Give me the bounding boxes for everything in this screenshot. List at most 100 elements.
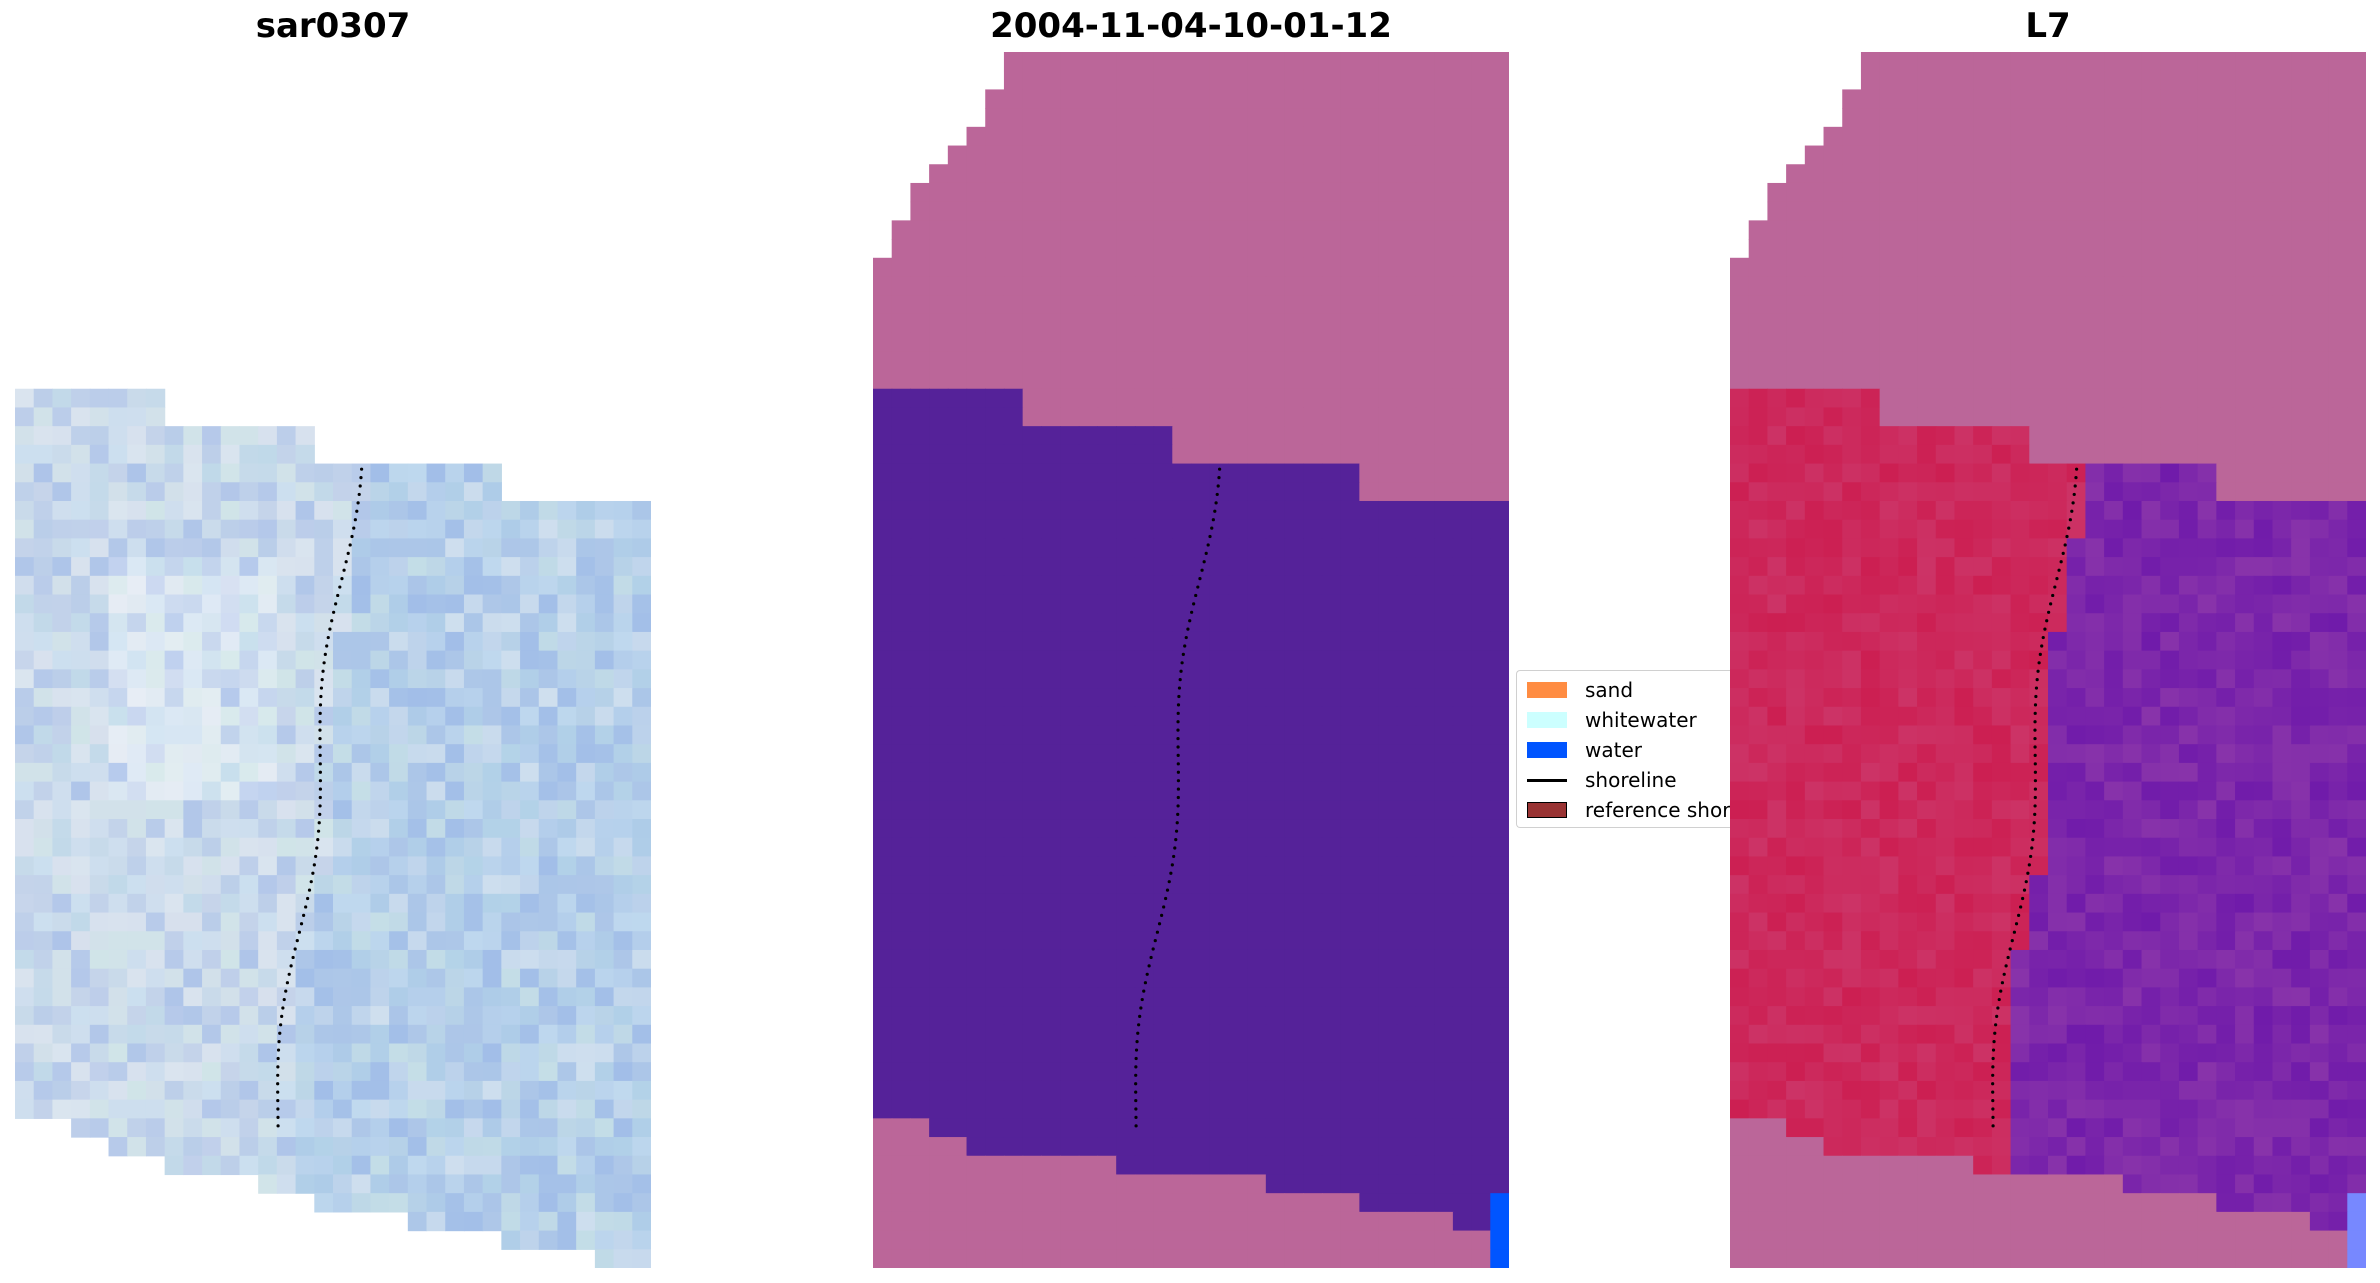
pixel-cell	[1898, 182, 1918, 203]
pixel-cell	[910, 444, 930, 465]
pixel-cell	[276, 1062, 297, 1082]
pixel-cell	[164, 1155, 184, 1176]
pixel-cell	[1748, 744, 1769, 764]
pixel-cell	[910, 1118, 930, 1138]
pixel-cell	[1191, 276, 1211, 296]
pixel-cell	[1284, 613, 1304, 633]
pixel-cell	[1228, 500, 1248, 521]
pixel-cell	[1172, 669, 1192, 689]
pixel-cell	[1078, 1024, 1099, 1045]
pixel-cell	[2253, 295, 2274, 315]
pixel-cell	[2048, 500, 2068, 521]
pixel-cell	[1452, 631, 1473, 652]
shoreline-point	[1176, 762, 1180, 766]
pixel-cell	[333, 482, 353, 502]
pixel-cell	[220, 444, 241, 465]
pixel-cell	[891, 444, 912, 465]
pixel-cell	[1078, 276, 1099, 296]
pixel-cell	[1378, 669, 1398, 689]
pixel-cell	[1209, 1193, 1230, 1213]
pixel-cell	[1003, 706, 1024, 727]
pixel-cell	[1340, 762, 1360, 783]
pixel-cell	[1209, 613, 1230, 633]
pixel-cell	[1097, 1193, 1117, 1213]
pixel-cell	[2253, 650, 2274, 670]
pixel-cell	[1060, 949, 1080, 970]
pixel-cell	[1191, 332, 1211, 352]
pixel-cell	[1396, 819, 1417, 839]
pixel-cell	[1415, 594, 1435, 614]
pixel-cell	[183, 613, 203, 633]
pixel-cell	[2085, 407, 2105, 427]
pixel-cell	[1359, 949, 1379, 970]
pixel-cell	[1471, 856, 1491, 876]
pixel-cell	[2328, 519, 2348, 539]
pixel-cell	[2085, 126, 2105, 147]
pixel-cell	[1730, 631, 1750, 652]
pixel-cell	[52, 1099, 72, 1119]
pixel-cell	[1284, 1080, 1304, 1101]
pixel-cell	[1452, 276, 1473, 296]
pixel-cell	[2253, 239, 2274, 259]
pixel-cell	[2085, 145, 2105, 165]
pixel-cell	[1917, 594, 1937, 614]
pixel-cell	[2010, 650, 2030, 670]
pixel-cell	[1172, 725, 1192, 745]
shoreline-point	[318, 762, 322, 766]
pixel-cell	[520, 1024, 540, 1045]
pixel-cell	[1452, 1230, 1473, 1250]
pixel-cell	[947, 594, 968, 614]
pixel-cell	[501, 893, 521, 914]
pixel-cell	[1490, 837, 1509, 858]
pixel-cell	[1396, 1174, 1417, 1194]
pixel-cell	[2141, 631, 2161, 652]
pixel-cell	[258, 856, 278, 876]
pixel-cell	[295, 949, 315, 970]
pixel-cell	[1228, 70, 1248, 91]
pixel-cell	[1303, 126, 1323, 147]
pixel-cell	[220, 519, 241, 539]
pixel-cell	[1434, 912, 1454, 932]
pixel-cell	[1097, 145, 1117, 165]
pixel-cell	[2178, 201, 2199, 221]
pixel-cell	[2141, 295, 2161, 315]
pixel-cell	[1434, 1118, 1454, 1138]
pixel-cell	[276, 1043, 297, 1063]
pixel-cell	[1434, 875, 1454, 895]
pixel-cell	[1471, 426, 1491, 446]
pixel-cell	[1842, 706, 1862, 727]
pixel-cell	[1490, 744, 1509, 764]
pixel-cell	[947, 295, 968, 315]
pixel-cell	[1842, 669, 1862, 689]
pixel-cell	[482, 819, 502, 839]
pixel-cell	[501, 688, 521, 708]
pixel-cell	[520, 650, 540, 670]
pixel-cell	[966, 407, 986, 427]
pixel-cell	[1823, 781, 1843, 801]
pixel-cell	[1415, 164, 1435, 184]
shoreline-point	[323, 652, 327, 656]
pixel-cell	[1078, 856, 1099, 876]
pixel-cell	[1490, 89, 1509, 109]
pixel-cell	[613, 575, 633, 596]
pixel-cell	[1134, 575, 1155, 596]
pixel-cell	[1265, 1062, 1286, 1082]
pixel-cell	[407, 762, 428, 783]
pixel-cell	[1228, 744, 1248, 764]
pixel-cell	[1730, 519, 1750, 539]
pixel-cell	[1490, 594, 1509, 614]
pixel-cell	[1842, 557, 1862, 577]
pixel-cell	[966, 762, 986, 783]
pixel-cell	[1452, 837, 1473, 858]
pixel-cell	[1490, 1080, 1509, 1101]
pixel-cell	[370, 800, 390, 820]
pixel-cell	[1209, 968, 1230, 988]
pixel-cell	[947, 575, 968, 596]
pixel-cell	[929, 332, 949, 352]
pixel-cell	[966, 332, 986, 352]
pixel-cell	[183, 538, 203, 558]
pixel-cell	[2122, 332, 2143, 352]
pixel-cell	[1303, 407, 1323, 427]
pixel-cell	[1265, 257, 1286, 278]
pixel-cell	[1078, 781, 1099, 801]
